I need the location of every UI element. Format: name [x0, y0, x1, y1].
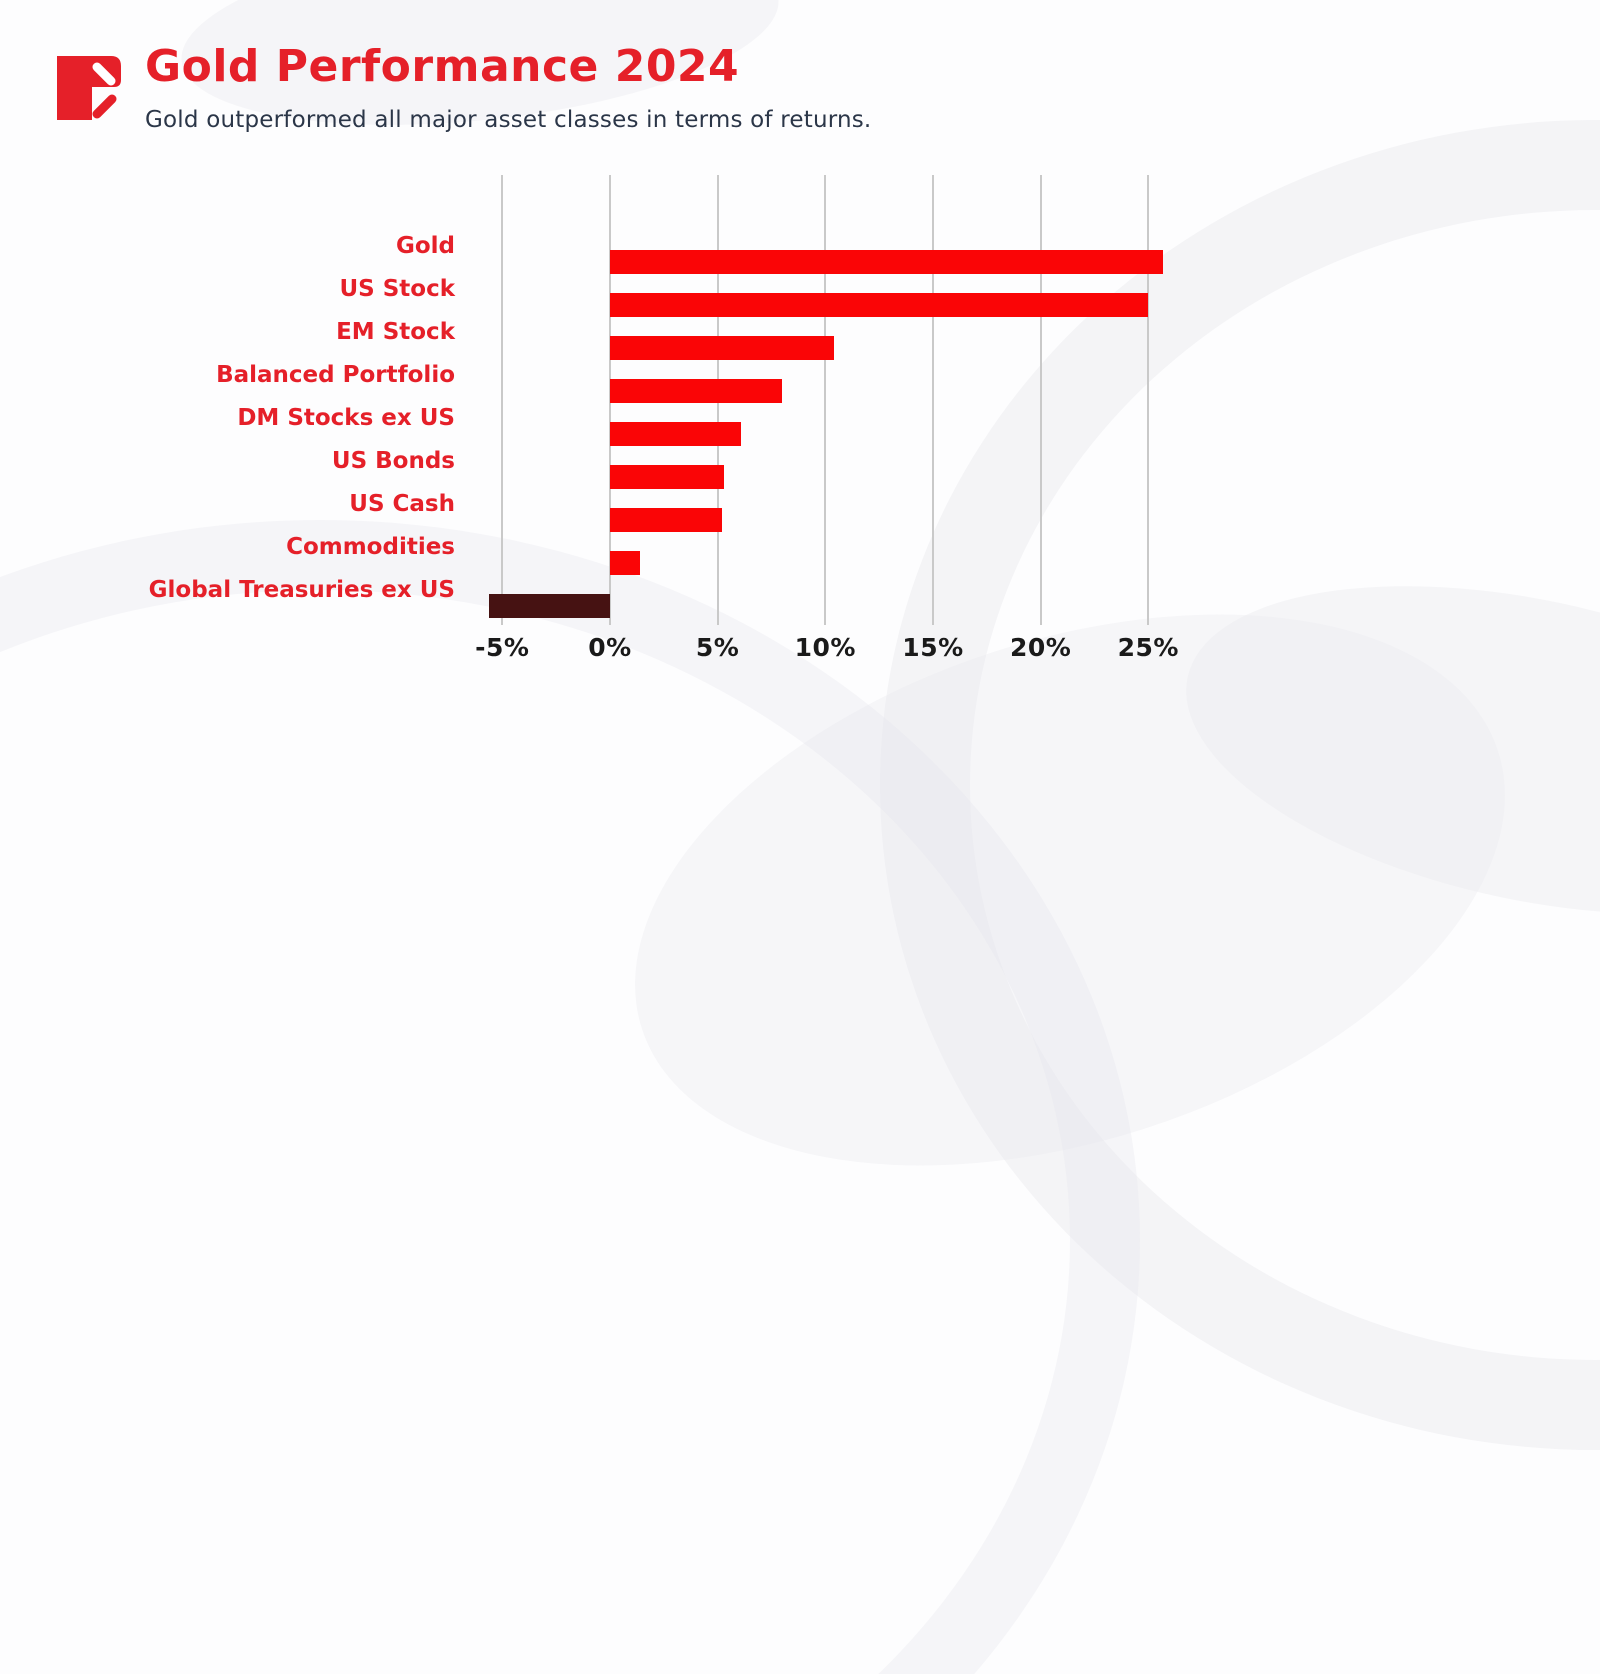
category-label: DM Stocks ex US — [237, 405, 455, 431]
background-swoosh — [1156, 530, 1600, 970]
bar-global-treasuries-ex-us — [489, 594, 610, 618]
page-subtitle: Gold outperformed all major asset classe… — [145, 106, 872, 133]
brand-logo-icon — [57, 56, 121, 120]
bar-dm-stocks-ex-us — [609, 422, 742, 446]
background-swoosh — [0, 520, 1140, 1674]
header: Gold Performance 2024 Gold outperformed … — [145, 41, 872, 133]
chart-row: Gold — [396, 233, 1200, 280]
gridline — [501, 175, 504, 625]
category-label: Gold — [395, 233, 455, 259]
category-label: US Cash — [349, 491, 455, 517]
chart-rows: Gold US Stock EM Stock Balanced Portfolio DM… — [149, 233, 1200, 624]
chart-row: US Stock — [339, 276, 1200, 323]
category-label: Balanced Portfolio — [216, 362, 455, 388]
axis-tick-label: 15% — [902, 633, 964, 662]
bar-us-stock — [609, 293, 1149, 317]
background-swoosh — [564, 513, 1576, 1267]
bar-balanced-portfolio — [609, 379, 783, 403]
bar-chart-plot-area: Gold US Stock EM Stock Balanced Portfolio DM… — [149, 175, 1200, 662]
chart-row: DM Stocks ex US — [237, 405, 1200, 452]
axis-tick-label: 5% — [695, 633, 740, 662]
bar-us-bonds — [609, 465, 725, 489]
category-label: US Bonds — [331, 448, 455, 474]
bar-em-stock — [609, 336, 834, 360]
chart-row: Balanced Portfolio — [216, 362, 1200, 409]
axis-tick-label: -5% — [475, 633, 530, 662]
category-label: Commodities — [286, 534, 455, 560]
chart-row: Global Treasuries ex US — [149, 577, 1200, 624]
category-label: EM Stock — [336, 319, 455, 345]
axis-tick-label: 25% — [1117, 633, 1179, 662]
chart-row: EM Stock — [336, 319, 1200, 366]
chart-row: US Bonds — [332, 448, 1200, 495]
axis-tick-label: 10% — [794, 633, 856, 662]
bar-commodities — [609, 551, 641, 575]
bar-gold — [609, 250, 1164, 274]
gridline — [1039, 175, 1042, 625]
gridline — [824, 175, 827, 625]
axis-tick-labels: -5% 0% 5% 10% 15% 20% 25% — [470, 633, 1200, 673]
bar-us-cash — [609, 508, 722, 532]
chart-row: Commodities — [286, 534, 1200, 581]
category-label: Global Treasuries ex US — [148, 577, 455, 603]
page-title: Gold Performance 2024 — [145, 41, 740, 92]
gridline — [1147, 175, 1150, 625]
gridline — [931, 175, 934, 625]
axis-tick-label: 20% — [1009, 633, 1072, 662]
axis-tick-label: 0% — [588, 633, 632, 662]
chart-row: US Cash — [349, 491, 1200, 538]
category-label: US Stock — [339, 276, 455, 302]
